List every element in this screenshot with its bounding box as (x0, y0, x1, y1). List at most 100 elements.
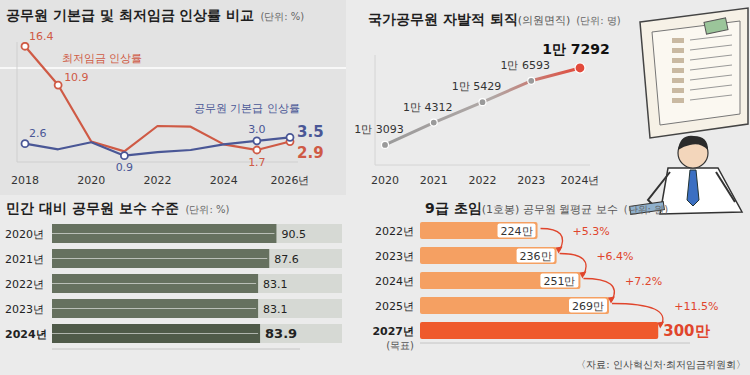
bar (52, 274, 258, 293)
x-axis (420, 343, 690, 344)
marker (22, 140, 29, 147)
tie (687, 170, 699, 206)
annotation: +6.4% (596, 250, 633, 263)
tick-label: 2022 (469, 174, 497, 187)
screen-line (690, 45, 732, 50)
title-paren: (의원면직) (518, 14, 571, 27)
data-label: 1만 7292 (542, 41, 610, 57)
bar-track (52, 274, 342, 293)
annotation: +7.2% (625, 275, 662, 288)
data-label: 2.9 (297, 144, 324, 162)
shirt (660, 168, 742, 214)
arm (716, 172, 735, 202)
bar (52, 299, 258, 318)
screen-line (690, 65, 732, 70)
screen-box (672, 48, 684, 53)
bar-track (52, 249, 342, 268)
data-label: 87.6 (274, 253, 299, 266)
screen-line (690, 95, 732, 100)
tick-label: 2024년 (375, 275, 414, 288)
bar-stripe (52, 333, 258, 334)
data-label: 300만 (663, 322, 709, 340)
tick-label: 2023년 (375, 250, 414, 263)
marker (575, 63, 585, 73)
tick-label: 2023년 (5, 303, 44, 316)
title-paren: (1호봉) 공무원 월평균 보수 (482, 203, 618, 216)
screen-box (672, 68, 684, 73)
data-label: 3.5 (297, 123, 324, 141)
bar-track (52, 324, 342, 343)
marker (55, 82, 62, 89)
bar-track (52, 299, 342, 318)
y-axis (375, 55, 376, 165)
data-label: 83.9 (265, 326, 297, 341)
series-line (25, 46, 290, 151)
marker (253, 147, 260, 154)
bar (52, 224, 276, 243)
subtitle: (단위: 명) (576, 15, 620, 26)
marker (253, 137, 260, 144)
tick-label: 2021 (420, 174, 448, 187)
screen-box (672, 58, 684, 63)
tick-label: 2024년 (5, 328, 47, 341)
screen-line (690, 35, 732, 40)
tick-label: 2022 (144, 174, 172, 187)
arrow-head (608, 297, 615, 304)
bar (52, 249, 269, 268)
data-label: 2.6 (29, 127, 47, 140)
bill (704, 18, 728, 34)
data-label: 269만 (572, 300, 604, 313)
bar-track (52, 224, 342, 243)
bar (420, 247, 557, 264)
marker (479, 99, 486, 106)
plot (382, 63, 586, 148)
label-box (498, 224, 536, 238)
bar-stripe (52, 233, 274, 234)
label-box (540, 274, 578, 288)
bar-stripe (52, 283, 256, 284)
screen (652, 21, 740, 125)
decor-line (0, 67, 346, 69)
data-label: 1만 4312 (403, 101, 453, 114)
subtitle: (단위: %) (260, 11, 304, 22)
arrow (612, 304, 663, 326)
tick-label: 2022년 (375, 225, 414, 238)
illustration (630, 8, 748, 214)
subtitle: (단위: %) (186, 204, 230, 215)
screen-line (690, 85, 732, 90)
data-label: 16.4 (29, 30, 54, 43)
title-main: 국가공무원 자발적 퇴직 (368, 11, 518, 27)
arrow (583, 279, 614, 301)
data-label: 10.9 (64, 71, 89, 84)
plot (22, 43, 294, 159)
data-label: 1만 3093 (354, 123, 404, 136)
series-line (25, 137, 290, 155)
screen-box (672, 98, 684, 103)
legend-label: 최저임금 인상률 (62, 52, 143, 65)
plot (52, 224, 276, 343)
title-main: 9급 초임 (425, 200, 482, 216)
annotation: +5.3% (573, 225, 610, 238)
bar-stripe (52, 308, 256, 309)
bar-stripe (52, 258, 267, 259)
tick-label: 2027년 (372, 325, 414, 338)
bar (420, 222, 538, 239)
bar (420, 322, 658, 339)
data-label: 1만 5429 (452, 80, 502, 93)
bar (420, 272, 580, 289)
plot (420, 222, 658, 339)
title: 공무원 기본급 및 최저임금 인상률 비교 (6, 7, 254, 23)
title: 민간 대비 공무원 보수 수준 (6, 200, 180, 216)
data-label: 3.0 (248, 123, 266, 136)
canvas: 공무원 기본급 및 최저임금 인상률 비교(단위: %)16.410.91.72… (0, 0, 750, 375)
tick-label: 2018 (11, 174, 39, 187)
marker (528, 77, 535, 84)
screen-box (672, 38, 684, 43)
x-axis (375, 165, 590, 166)
bar (420, 297, 609, 314)
data-label: 236만 (520, 250, 552, 263)
screen-box (672, 78, 684, 83)
tick-label: 2024년 (561, 174, 600, 187)
tick-label: 2024 (210, 174, 238, 187)
y-axis (17, 42, 18, 162)
